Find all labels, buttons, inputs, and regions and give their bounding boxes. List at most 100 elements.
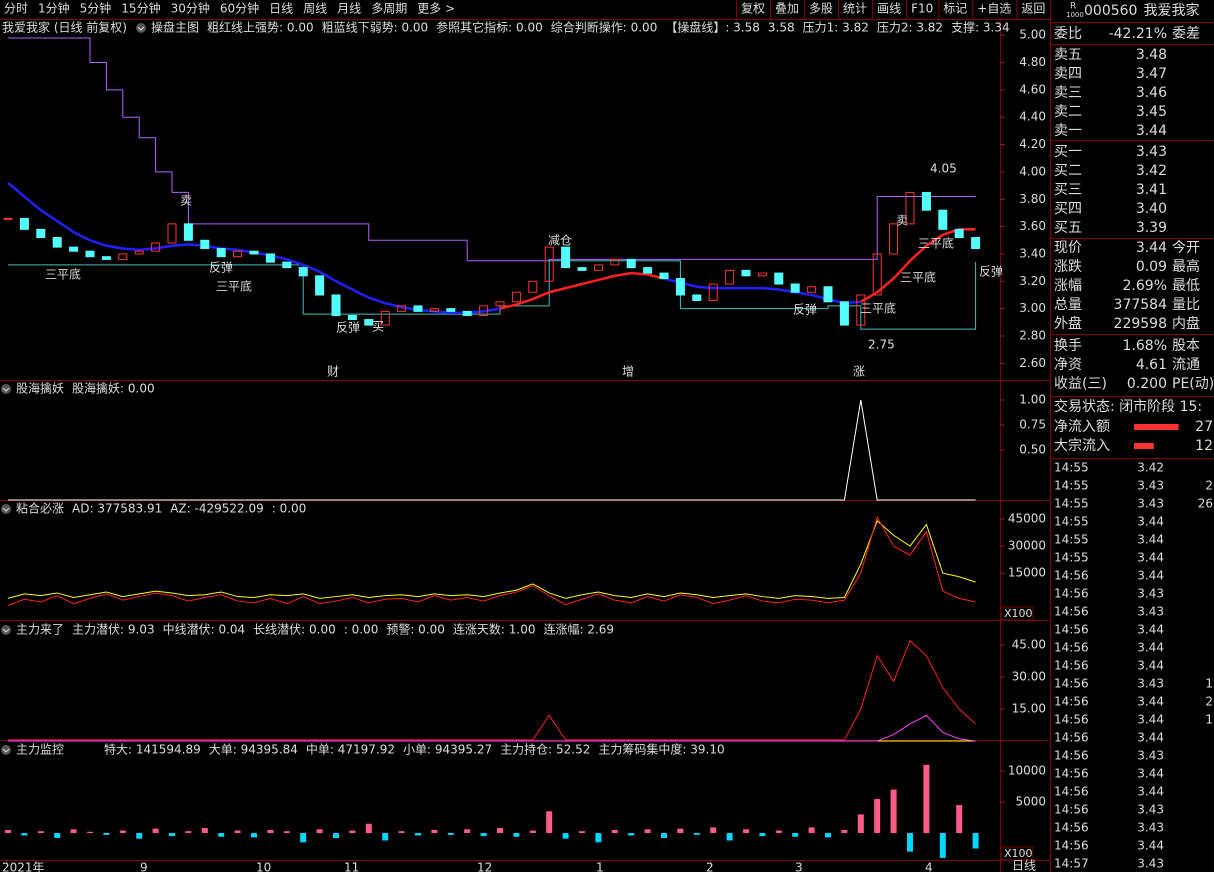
candle xyxy=(889,223,899,255)
candle xyxy=(315,275,325,296)
flow-bar xyxy=(87,831,93,834)
tool-button[interactable]: 统计 xyxy=(843,2,867,16)
indicator-label: 主力潜伏: 9.03 xyxy=(72,623,155,637)
candle xyxy=(216,247,226,258)
candle xyxy=(364,319,374,326)
flow-bar xyxy=(267,829,274,834)
flow-bar xyxy=(726,833,733,841)
tool-button[interactable]: 多股 xyxy=(809,2,833,16)
tool-button[interactable]: +自选 xyxy=(977,2,1011,16)
flow-bar xyxy=(37,831,44,834)
indicator-label: 粗蓝线下弱势: 0.00 xyxy=(322,21,429,35)
stat-value: 1.68% xyxy=(1123,338,1167,354)
flow-bar xyxy=(710,827,717,834)
period-tab[interactable]: 多周期 xyxy=(371,2,407,16)
y-tick-label: 4.20 xyxy=(1019,137,1046,151)
tool-button[interactable]: 复权 xyxy=(741,2,765,16)
y-tick-label: 4.60 xyxy=(1019,82,1046,96)
y-tick-label: 4.40 xyxy=(1019,110,1046,124)
candle xyxy=(544,246,554,282)
period-tab[interactable]: 分时 xyxy=(4,2,28,16)
tick-time: 14:55 xyxy=(1054,551,1089,565)
candle xyxy=(69,246,79,252)
stat-value: 0.200 xyxy=(1127,376,1167,392)
tick-price: 3.43 xyxy=(1137,677,1164,691)
tick-price: 3.44 xyxy=(1137,551,1164,565)
period-tab[interactable]: 30分钟 xyxy=(171,1,210,16)
tick-price: 3.44 xyxy=(1137,767,1164,781)
stat-value: 2.69% xyxy=(1123,278,1167,294)
tool-button[interactable]: F10 xyxy=(911,2,933,16)
flow-bar xyxy=(579,831,585,834)
x-tick-label: 12 xyxy=(477,861,492,872)
tool-button[interactable]: 叠加 xyxy=(775,2,799,16)
stat-label: 总量 xyxy=(1054,297,1082,313)
indicator-label: 主力来了 xyxy=(16,623,64,637)
chart-annotation: 反弹 xyxy=(979,265,1003,279)
period-tab[interactable]: 1分钟 xyxy=(38,1,70,16)
ask-value: 3.45 xyxy=(1136,104,1167,120)
tool-button[interactable]: 画线 xyxy=(877,2,901,16)
order-ratio-label: 委比 xyxy=(1054,26,1082,42)
chart-annotation: 增 xyxy=(622,365,634,379)
indicator-label: 【操盘线】: 3.58 xyxy=(665,20,760,35)
tick-time: 14:56 xyxy=(1054,605,1089,619)
tick-volume: 1 xyxy=(1205,677,1213,691)
indicator-label: 压力2: 3.82 xyxy=(877,21,943,35)
candle xyxy=(561,246,571,269)
chart-annotation: 三平底 xyxy=(45,267,81,282)
indicator-label: 中线潜伏: 0.04 xyxy=(163,622,246,637)
period-tab[interactable]: 日线 xyxy=(269,2,293,16)
panel-menu-icon[interactable] xyxy=(136,23,146,33)
bid-label: 买三 xyxy=(1054,182,1082,198)
flow-bar xyxy=(841,829,848,834)
period-tab[interactable]: 60分钟 xyxy=(220,1,259,16)
flow-bar xyxy=(923,764,930,834)
candle xyxy=(413,305,423,312)
chart-annotation: 三平底 xyxy=(216,279,252,294)
y-tick-label: 2.60 xyxy=(1019,356,1046,370)
tick-price: 3.43 xyxy=(1137,605,1164,619)
candle xyxy=(167,223,177,244)
flow-bar xyxy=(103,833,110,835)
indicator-line xyxy=(8,639,976,741)
period-tab[interactable]: 月线 xyxy=(337,2,361,16)
tool-button[interactable]: 返回 xyxy=(1021,2,1045,16)
indicator-label: : 0.00 xyxy=(272,502,307,516)
candle xyxy=(380,310,390,326)
candle xyxy=(856,294,866,326)
flow-bar xyxy=(218,833,225,837)
chart-annotation: 买 xyxy=(372,320,384,334)
period-tab[interactable]: 更多 > xyxy=(417,2,455,16)
flow-bar xyxy=(136,833,143,839)
flow-bar xyxy=(497,828,503,834)
tick-time: 14:56 xyxy=(1054,569,1089,583)
panel-menu-icon[interactable] xyxy=(1,504,11,514)
period-tab[interactable]: 15分钟 xyxy=(121,1,160,16)
tick-price: 3.44 xyxy=(1137,569,1164,583)
panel-menu-icon[interactable] xyxy=(1,745,11,755)
panel-menu-icon[interactable] xyxy=(1,625,11,635)
tick-price: 3.43 xyxy=(1137,497,1164,511)
tick-price: 3.44 xyxy=(1137,533,1164,547)
y-tick-label: 10000 xyxy=(1008,764,1046,778)
ask-label: 卖二 xyxy=(1054,104,1082,120)
indicator-label: 3.58 xyxy=(768,21,795,35)
indicator-label: 连涨幅: 2.69 xyxy=(543,622,614,637)
candle xyxy=(528,280,538,293)
candle xyxy=(282,261,292,269)
flow-bar xyxy=(775,830,782,834)
panel-menu-icon[interactable] xyxy=(1,384,11,394)
flow-bar xyxy=(562,833,569,839)
tick-time: 14:56 xyxy=(1054,803,1089,817)
flow-bar xyxy=(398,831,405,834)
y-tick-label: 3.00 xyxy=(1019,301,1046,315)
period-tab[interactable]: 5分钟 xyxy=(80,1,112,16)
y-tick-label: 1.00 xyxy=(1019,393,1046,407)
tick-price: 3.44 xyxy=(1137,839,1164,853)
period-tab[interactable]: 周线 xyxy=(303,2,327,16)
tool-button[interactable]: 标记 xyxy=(943,2,967,16)
indicator-line xyxy=(7,519,976,599)
